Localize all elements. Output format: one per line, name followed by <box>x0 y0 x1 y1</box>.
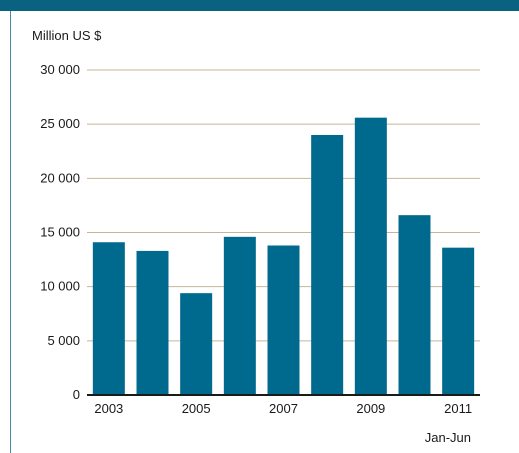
bar-2010 <box>398 215 431 395</box>
y-tick-label: 5 000 <box>47 333 80 348</box>
x-axis-note: Jan-Jun <box>425 430 471 445</box>
x-tick-label: 2007 <box>269 401 298 416</box>
bar-2008 <box>311 135 344 395</box>
y-tick-labels: 0 5 000 10 000 15 000 20 000 25 000 30 000 <box>40 62 80 402</box>
y-tick-label: 20 000 <box>40 170 80 185</box>
bar-2011 <box>442 247 475 395</box>
y-tick-label: 15 000 <box>40 225 80 240</box>
y-tick-label: 0 <box>73 387 80 402</box>
x-tick-label: 2011 <box>444 401 472 416</box>
y-tick-label: 10 000 <box>40 279 80 294</box>
y-axis-label: Million US $ <box>32 28 102 43</box>
x-tick-label: 2005 <box>182 401 211 416</box>
bar-2006 <box>223 236 256 395</box>
x-tick-label: 2009 <box>356 401 385 416</box>
header-bar <box>0 0 519 11</box>
x-tick-label: 2003 <box>94 401 123 416</box>
bar-2005 <box>180 293 213 395</box>
y-tick-label: 30 000 <box>40 62 80 77</box>
bar-2007 <box>267 245 300 395</box>
bar-2004 <box>136 250 169 395</box>
x-tick-labels: 2003 2005 2007 2009 2011 <box>94 401 472 416</box>
y-tick-label: 25 000 <box>40 116 80 131</box>
frame-left-border <box>10 11 11 453</box>
bars <box>92 117 475 396</box>
bar-2003 <box>92 242 125 395</box>
bar-2009 <box>354 117 387 396</box>
